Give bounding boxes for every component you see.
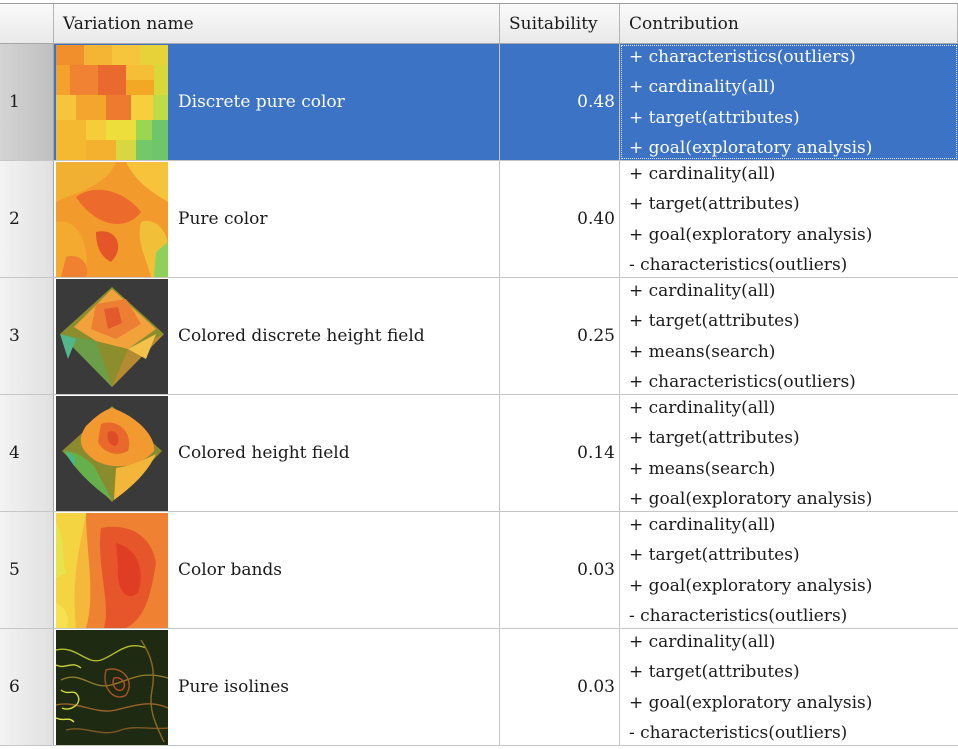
suitability-value: 0.40	[500, 161, 620, 277]
row-header[interactable]: 5	[0, 512, 54, 628]
table-header: Variation name Suitability Contribution	[0, 4, 958, 44]
contribution-list: + cardinality(all) + target(attributes) …	[620, 161, 958, 277]
suitability-value: 0.25	[500, 278, 620, 394]
suitability-value: 0.03	[500, 512, 620, 628]
table-row[interactable]: 2 Pure color 0.40 + cardinality(all) + t…	[0, 161, 958, 278]
contribution-item: + goal(exploratory analysis)	[629, 692, 873, 713]
header-contribution[interactable]: Contribution	[620, 4, 958, 43]
table-row[interactable]: 1	[0, 44, 958, 161]
contribution-item: + cardinality(all)	[629, 398, 776, 418]
colored-height-field-thumbnail	[56, 395, 168, 511]
contribution-list: + characteristics(outliers) + cardinalit…	[620, 44, 958, 160]
variation-cell[interactable]: Colored height field	[54, 395, 500, 511]
contribution-item: + characteristics(outliers)	[629, 371, 856, 392]
contribution-list: + cardinality(all) + target(attributes) …	[620, 278, 958, 394]
header-variation-name[interactable]: Variation name	[54, 4, 500, 43]
discrete-pure-color-thumbnail	[56, 44, 168, 160]
variation-cell[interactable]: Pure isolines	[54, 629, 500, 745]
contribution-item: + cardinality(all)	[629, 164, 776, 184]
contribution-item: + goal(exploratory analysis)	[629, 575, 873, 596]
color-bands-thumbnail	[56, 512, 168, 628]
variation-name: Pure color	[178, 209, 268, 229]
contribution-item: + target(attributes)	[629, 194, 800, 215]
variation-cell[interactable]: Color bands	[54, 512, 500, 628]
table-row[interactable]: 5 Color bands 0.03 + cardinality(all) + …	[0, 512, 958, 629]
variation-name: Discrete pure color	[178, 92, 345, 112]
variation-cell[interactable]: Discrete pure color	[54, 44, 500, 160]
header-suitability[interactable]: Suitability	[500, 4, 620, 43]
contribution-item: + means(search)	[629, 458, 776, 479]
variation-name: Colored height field	[178, 443, 350, 463]
suitability-value: 0.48	[500, 44, 620, 160]
variations-table: Variation name Suitability Contribution …	[0, 3, 958, 746]
pure-isolines-thumbnail	[56, 629, 168, 745]
colored-discrete-height-field-thumbnail	[56, 278, 168, 394]
table-row[interactable]: 4 Colored height field 0.14 + cardinalit…	[0, 395, 958, 512]
table-row[interactable]: 6 Pure isolines 0.03	[0, 629, 958, 746]
contribution-item: + characteristics(outliers)	[629, 47, 856, 67]
contribution-list: + cardinality(all) + target(attributes) …	[620, 395, 958, 511]
variation-cell[interactable]: Colored discrete height field	[54, 278, 500, 394]
suitability-value: 0.14	[500, 395, 620, 511]
suitability-value: 0.03	[500, 629, 620, 745]
variation-name: Color bands	[178, 560, 283, 580]
contribution-item: - characteristics(outliers)	[629, 722, 848, 743]
contribution-item: + target(attributes)	[629, 311, 800, 332]
contribution-item: + goal(exploratory analysis)	[629, 488, 873, 509]
contribution-item: + goal(exploratory analysis)	[629, 224, 873, 245]
contribution-list: + cardinality(all) + target(attributes) …	[620, 512, 958, 628]
contribution-item: + target(attributes)	[629, 545, 800, 566]
contribution-list: + cardinality(all) + target(attributes) …	[620, 629, 958, 745]
contribution-item: + cardinality(all)	[629, 281, 776, 301]
header-corner[interactable]	[0, 4, 54, 43]
row-header[interactable]: 3	[0, 278, 54, 394]
row-header[interactable]: 2	[0, 161, 54, 277]
variation-name: Colored discrete height field	[178, 326, 425, 346]
contribution-item: + cardinality(all)	[629, 515, 776, 535]
contribution-item: + goal(exploratory analysis)	[629, 137, 873, 158]
contribution-item: + cardinality(all)	[629, 632, 776, 652]
contribution-item: + target(attributes)	[629, 662, 800, 683]
row-header[interactable]: 6	[0, 629, 54, 745]
contribution-item: - characteristics(outliers)	[629, 605, 848, 626]
contribution-item: + means(search)	[629, 341, 776, 362]
variation-cell[interactable]: Pure color	[54, 161, 500, 277]
contribution-item: + cardinality(all)	[629, 77, 776, 98]
pure-color-thumbnail	[56, 161, 168, 277]
contribution-item: - characteristics(outliers)	[629, 254, 848, 275]
row-header[interactable]: 4	[0, 395, 54, 511]
contribution-item: + target(attributes)	[629, 428, 800, 449]
contribution-item: + target(attributes)	[629, 107, 800, 128]
variation-name: Pure isolines	[178, 677, 289, 697]
row-header[interactable]: 1	[0, 44, 54, 160]
table-row[interactable]: 3 Colored discrete height field 0.25 + c…	[0, 278, 958, 395]
